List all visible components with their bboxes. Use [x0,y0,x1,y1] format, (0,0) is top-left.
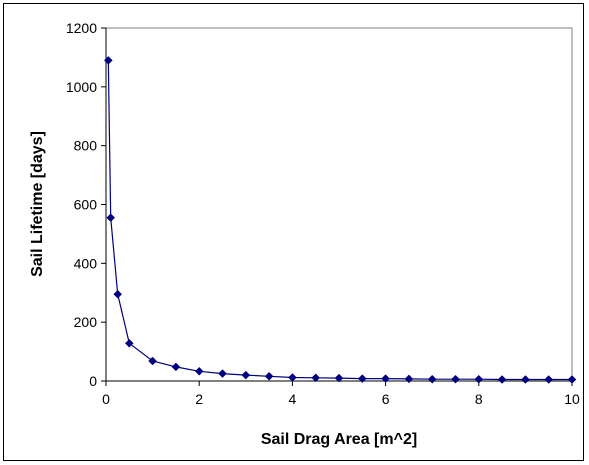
data-point [124,338,134,348]
data-point [404,374,414,384]
plot-area [105,27,573,382]
series-line [107,60,572,381]
data-point [311,373,321,383]
data-point [334,373,344,383]
data-point [264,371,274,381]
data-point [106,213,116,223]
data-point [474,374,484,384]
data-point [451,374,460,384]
data-point [103,56,113,65]
y-tick-label: 400 [74,255,98,271]
x-axis-title: Sail Drag Area [m^2] [261,431,417,448]
y-axis-title: Sail Lifetime [days] [29,131,46,277]
x-tick-label: 0 [102,391,110,407]
data-point [357,374,367,383]
data-point [427,374,437,384]
y-tick-label: 600 [74,197,98,213]
y-tick-label: 200 [74,314,98,330]
x-tick-label: 4 [289,391,297,407]
data-point [497,375,507,384]
data-point [113,289,123,299]
x-tick-label: 8 [475,391,483,407]
y-tick-label: 1000 [66,79,97,95]
data-point [194,366,204,376]
data-point [567,375,577,384]
chart-frame [3,3,584,461]
data-point [544,375,554,384]
data-point [521,375,530,384]
y-tick-label: 1200 [66,20,97,36]
x-tick-label: 10 [564,391,580,407]
data-point [288,373,297,382]
data-point [148,356,157,366]
data-point [381,374,390,383]
y-tick-label: 0 [89,373,97,389]
x-tick-label: 6 [382,391,390,407]
data-point [241,370,251,380]
x-tick-label: 2 [195,391,203,407]
data-point [218,369,227,378]
y-tick-label: 800 [74,138,98,154]
data-point [171,362,181,372]
